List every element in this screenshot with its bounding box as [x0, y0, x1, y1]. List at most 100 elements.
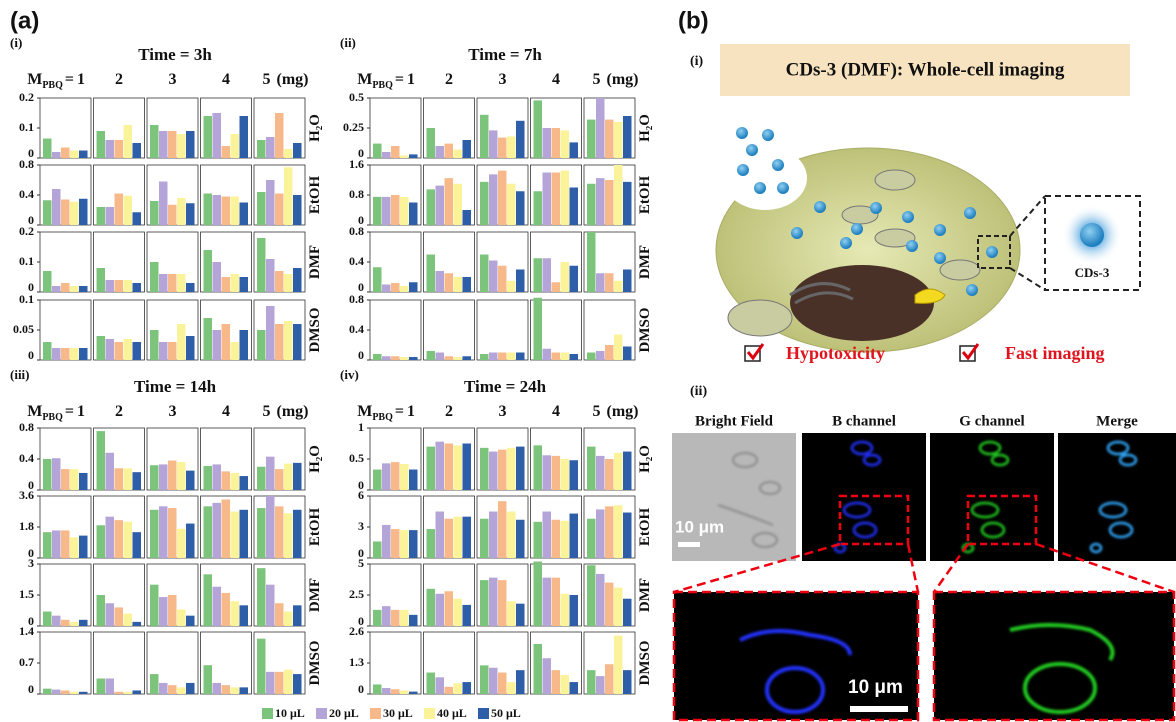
y-tick-label: 1.8	[19, 519, 34, 533]
bar	[43, 532, 52, 558]
bar	[400, 196, 409, 225]
bar	[498, 170, 507, 225]
mass-prefix: M	[27, 71, 42, 88]
bar	[239, 476, 248, 490]
bar	[533, 258, 542, 292]
bar	[177, 609, 186, 626]
bar	[516, 191, 525, 225]
bar	[132, 143, 141, 158]
bar	[507, 183, 516, 225]
bar	[266, 671, 275, 694]
bar	[43, 611, 52, 626]
banner: CDs-3 (DMF): Whole-cell imaging	[786, 59, 1065, 80]
bar	[480, 254, 489, 292]
bar	[489, 352, 498, 360]
solvent-label: EtOH	[637, 176, 653, 215]
bar	[79, 286, 88, 292]
bar	[498, 580, 507, 626]
bar	[605, 180, 614, 225]
bar	[230, 342, 239, 360]
bar	[132, 342, 141, 360]
bar	[257, 192, 266, 225]
mass-label: MPBQ = 1	[27, 403, 85, 423]
y-tick-label: 1	[358, 420, 364, 434]
bar	[52, 286, 61, 292]
bar	[542, 511, 551, 558]
bar	[444, 273, 453, 292]
bar	[105, 207, 114, 225]
y-tick-label: 0	[358, 546, 364, 560]
column-title: Merge	[1096, 413, 1138, 429]
bar	[186, 283, 195, 292]
bar	[596, 178, 605, 225]
bar	[516, 269, 525, 292]
bar	[551, 352, 560, 360]
bar	[614, 587, 623, 626]
bar	[159, 464, 168, 490]
bar	[159, 597, 168, 626]
bar	[480, 181, 489, 225]
bar	[444, 686, 453, 694]
bar	[542, 172, 551, 225]
bar	[168, 204, 177, 225]
bar	[614, 334, 623, 360]
y-tick-label: 0.5	[349, 451, 364, 465]
bar	[203, 116, 212, 158]
bar	[61, 690, 70, 694]
mass-label: MPBQ = 1	[357, 403, 415, 423]
mass-value: 2	[445, 71, 453, 88]
mass-eq: =	[65, 71, 74, 88]
bar	[105, 452, 114, 490]
panel-label: (b)	[678, 7, 709, 34]
bar	[444, 591, 453, 626]
bar	[114, 342, 123, 360]
particle-label: CDs-3	[1075, 265, 1110, 280]
mass-value: 4	[222, 403, 230, 420]
bar	[96, 595, 105, 626]
bar	[373, 541, 382, 558]
mass-value: 2	[115, 71, 123, 88]
bar	[507, 682, 516, 694]
bar	[70, 150, 79, 158]
bar	[373, 354, 382, 360]
bar	[159, 342, 168, 360]
mass-value: 1	[407, 71, 415, 88]
bar	[275, 603, 284, 626]
bar	[391, 356, 400, 360]
bar	[150, 262, 159, 292]
bar	[569, 513, 578, 558]
bar	[605, 273, 614, 292]
y-tick-label: 0.8	[349, 292, 364, 306]
bar	[533, 643, 542, 694]
bar	[605, 119, 614, 158]
y-tick-label: 0.2	[19, 90, 34, 104]
bar	[105, 140, 114, 158]
bar	[409, 614, 418, 626]
bar	[560, 520, 569, 558]
bar	[257, 330, 266, 360]
solvent-label: DMF	[307, 245, 323, 279]
bar	[373, 609, 382, 626]
bar	[257, 638, 266, 694]
bar	[551, 670, 560, 694]
bar	[203, 318, 212, 360]
solvent-label: DMSO	[307, 641, 323, 686]
bar	[435, 271, 444, 292]
bar	[373, 267, 382, 292]
bar	[150, 201, 159, 225]
bar	[426, 351, 435, 360]
y-tick-label: 0.1	[19, 254, 34, 268]
bar	[177, 274, 186, 292]
check-label: Fast imaging	[1005, 343, 1105, 363]
sub-label: (i)	[10, 35, 22, 50]
bar	[551, 577, 560, 626]
bar	[560, 262, 569, 292]
mass-value: 3	[499, 403, 507, 420]
cell-illustration	[715, 127, 1141, 353]
y-tick-label: 2.6	[349, 624, 364, 638]
column-title: G channel	[959, 413, 1024, 429]
bar	[79, 198, 88, 225]
bar	[230, 687, 239, 694]
bar	[560, 593, 569, 626]
bar	[284, 274, 293, 292]
